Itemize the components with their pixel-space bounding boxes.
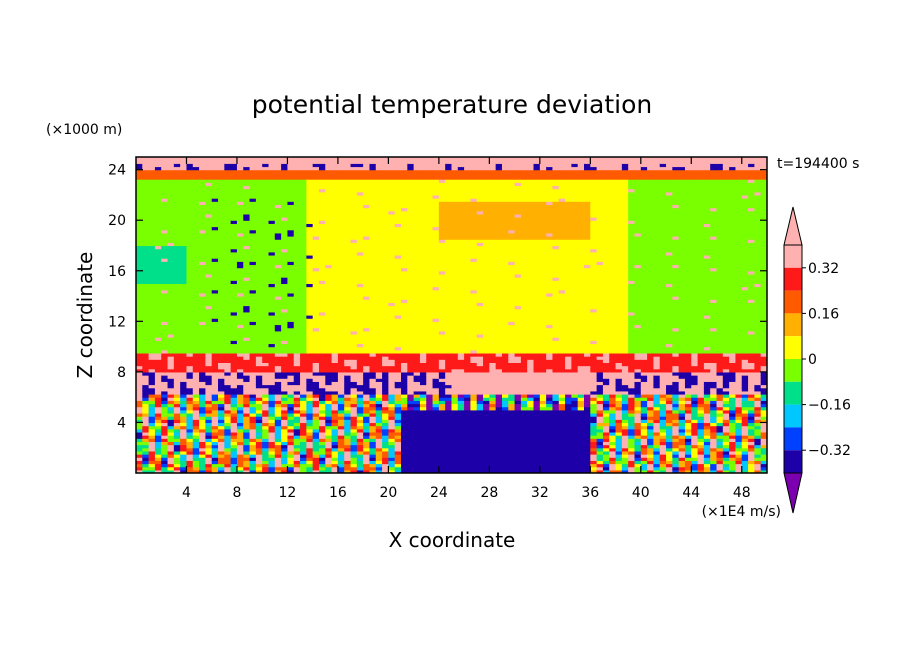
y-tick-label: 12 [108,314,126,330]
x-tick-label: 36 [581,485,599,501]
x-tick-label: 48 [733,485,751,501]
colorbar-bottom-arrow [783,472,803,514]
colorbar-band [784,404,802,428]
x-tick-label: 40 [632,485,650,501]
colorbar-tick-label: 0 [808,352,817,368]
colorbar-band [784,427,802,451]
colorbar-band [784,267,802,291]
colorbar-band [784,381,802,405]
x-tick-label: 44 [682,485,700,501]
colorbar-band [784,290,802,314]
colorbar-tick-label: 0.32 [808,261,839,277]
x-unit-label: (×1E4 m/s) [702,504,781,520]
colorbar-tick-label: −0.32 [808,443,851,459]
x-tick-label: 16 [329,485,347,501]
colorbar-tick-label: −0.16 [808,398,851,414]
colorbar-band [784,245,802,268]
y-unit-label: (×1000 m) [46,122,122,138]
y-tick-label: 20 [108,213,126,229]
colorbar-band [784,450,802,473]
colorbar-tick-label: 0.16 [808,306,839,322]
x-tick-label: 20 [379,485,397,501]
x-tick-label: 32 [531,485,549,501]
y-tick-label: 24 [108,163,126,179]
colorbar-band [784,359,802,382]
x-tick-label: 8 [232,485,241,501]
x-axis: 4 8 12 16 20 24 28 32 36 40 44 48 [182,157,751,501]
x-tick-label: 12 [279,485,297,501]
colorbar-band [784,336,802,359]
y-tick-label: 4 [117,415,126,431]
y-tick-label: 8 [117,365,126,381]
x-axis-label: X coordinate [389,528,516,552]
contour-field [136,157,767,473]
colorbar-top-arrow [783,206,803,246]
y-axis: 4 8 12 16 20 24 [108,163,767,431]
y-axis-label: Z coordinate [73,252,97,379]
colorbar: 0.32 0.16 0 −0.16 −0.32 [783,206,851,514]
x-tick-label: 28 [480,485,498,501]
colorbar-band [784,313,802,337]
time-label: t=194400 s [777,156,859,172]
chart-title: potential temperature deviation [252,90,652,119]
plot-frame [135,156,768,474]
y-tick-label: 16 [108,264,126,280]
x-tick-label: 24 [430,485,448,501]
x-tick-label: 4 [182,485,191,501]
